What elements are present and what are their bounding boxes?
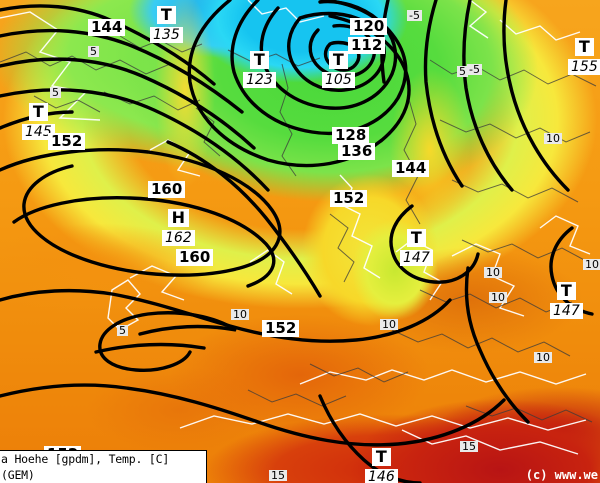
pressure-system-symbol: T bbox=[328, 51, 348, 69]
pressure-system-t-8: T 146 bbox=[365, 447, 398, 483]
pressure-system-value: 146 bbox=[365, 469, 398, 483]
height-contour-label: 128 bbox=[332, 127, 370, 144]
pressure-system-value: 162 bbox=[162, 230, 195, 246]
pressure-system-t-1: T 145 bbox=[22, 102, 55, 140]
temperature-contour-label: 10 bbox=[380, 318, 398, 331]
pressure-system-value: 135 bbox=[150, 27, 183, 43]
map-legend: a Hoehe [gpdm], Temp. [C] (GEM) 05-2023 … bbox=[0, 450, 207, 483]
pressure-system-value: 105 bbox=[322, 72, 355, 88]
pressure-system-symbol: T bbox=[156, 6, 176, 24]
temperature-contour-label: -5 bbox=[467, 63, 482, 76]
temperature-contour-label: 10 bbox=[231, 308, 249, 321]
height-contour-label: 112 bbox=[348, 37, 386, 54]
pressure-system-t-5: T 147 bbox=[400, 228, 433, 266]
pressure-system-value: 155 bbox=[568, 59, 600, 75]
temperature-contour-label: 15 bbox=[269, 469, 287, 482]
pressure-system-h-4: H 162 bbox=[162, 208, 195, 246]
pressure-system-symbol: T bbox=[371, 448, 391, 466]
pressure-system-value: 145 bbox=[22, 124, 55, 140]
pressure-system-symbol: T bbox=[406, 229, 426, 247]
height-contour-label: 160 bbox=[148, 181, 186, 198]
temperature-contour-label: 5 bbox=[117, 324, 128, 337]
pressure-system-value: 147 bbox=[400, 250, 433, 266]
pressure-system-symbol: T bbox=[28, 103, 48, 121]
temperature-contour-label: 10 bbox=[583, 258, 600, 271]
pressure-system-t-7: T 155 bbox=[568, 37, 600, 75]
pressure-system-t-0: T 135 bbox=[150, 5, 183, 43]
temperature-contour-label: 15 bbox=[460, 440, 478, 453]
temperature-contour-label: 10 bbox=[489, 291, 507, 304]
legend-line-1: a Hoehe [gpdm], Temp. [C] (GEM) bbox=[1, 452, 170, 482]
pressure-system-t-3: T 105 bbox=[322, 50, 355, 88]
height-contour-label: 144 bbox=[88, 19, 126, 36]
pressure-system-symbol: H bbox=[167, 209, 190, 227]
height-contour-label: 120 bbox=[350, 18, 388, 35]
pressure-system-value: 123 bbox=[243, 72, 276, 88]
pressure-system-symbol: T bbox=[556, 282, 576, 300]
height-contour-label: 160 bbox=[176, 249, 214, 266]
pressure-system-symbol: T bbox=[574, 38, 594, 56]
pressure-system-symbol: T bbox=[249, 51, 269, 69]
height-contour-label: 152 bbox=[48, 133, 86, 150]
pressure-system-value: 147 bbox=[550, 303, 583, 319]
pressure-system-t-6: T 147 bbox=[550, 281, 583, 319]
height-contour-label: 152 bbox=[262, 320, 300, 337]
temperature-contour-label: 10 bbox=[484, 266, 502, 279]
temperature-contour-label: -5 bbox=[407, 9, 422, 22]
temperature-contour-label: 10 bbox=[534, 351, 552, 364]
temperature-contour-label: 5 bbox=[88, 45, 99, 58]
height-contour-label: 152 bbox=[330, 190, 368, 207]
temperature-contour-label: 5 bbox=[50, 86, 61, 99]
height-contour-label: 144 bbox=[392, 160, 430, 177]
height-contour-label: 136 bbox=[338, 143, 376, 160]
pressure-system-t-2: T 123 bbox=[243, 50, 276, 88]
copyright-credit: (c) www.we bbox=[525, 468, 598, 482]
temperature-contour-label: 5 bbox=[457, 65, 468, 78]
temperature-contour-label: 10 bbox=[544, 132, 562, 145]
